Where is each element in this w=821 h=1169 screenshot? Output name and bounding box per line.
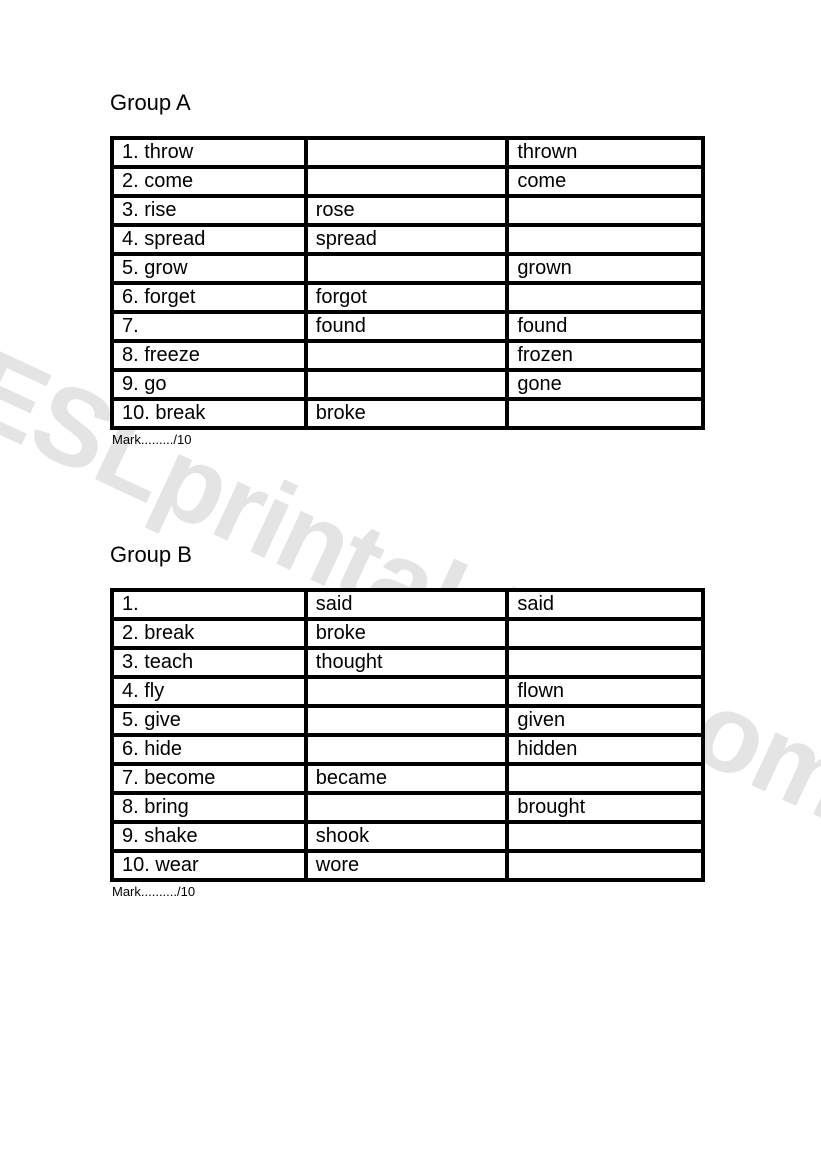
table-cell: gone bbox=[508, 371, 702, 398]
group-b-mark: Mark........../10 bbox=[110, 884, 716, 899]
table-cell: 1. bbox=[113, 591, 305, 618]
table-cell bbox=[307, 678, 507, 705]
table-cell: said bbox=[307, 591, 507, 618]
table-cell bbox=[508, 620, 702, 647]
table-cell bbox=[307, 736, 507, 763]
table-cell: given bbox=[508, 707, 702, 734]
table-cell bbox=[307, 168, 507, 195]
table-cell bbox=[307, 371, 507, 398]
table-cell: hidden bbox=[508, 736, 702, 763]
table-row: 8. bring brought bbox=[113, 794, 702, 821]
table-cell: 9. shake bbox=[113, 823, 305, 850]
table-cell bbox=[307, 342, 507, 369]
table-cell: found bbox=[307, 313, 507, 340]
table-cell bbox=[508, 400, 702, 427]
table-cell bbox=[307, 139, 507, 166]
page-content: Group A 1. throwthrown2. comecome3. rise… bbox=[0, 0, 821, 899]
table-cell bbox=[508, 852, 702, 879]
table-cell bbox=[307, 794, 507, 821]
table-cell: found bbox=[508, 313, 702, 340]
table-cell: 9. go bbox=[113, 371, 305, 398]
table-cell: frozen bbox=[508, 342, 702, 369]
group-a-title: Group A bbox=[110, 90, 716, 116]
table-row: 3. teachthought bbox=[113, 649, 702, 676]
table-row: 9. shakeshook bbox=[113, 823, 702, 850]
table-cell: thought bbox=[307, 649, 507, 676]
group-b-table: 1.saidsaid2. breakbroke3. teachthought4.… bbox=[110, 588, 705, 882]
table-row: 2. breakbroke bbox=[113, 620, 702, 647]
table-cell: brought bbox=[508, 794, 702, 821]
table-cell: 5. grow bbox=[113, 255, 305, 282]
table-cell: broke bbox=[307, 400, 507, 427]
group-spacer bbox=[110, 447, 716, 542]
table-cell: 3. teach bbox=[113, 649, 305, 676]
table-row: 10. wearwore bbox=[113, 852, 702, 879]
table-row: 6. forgetforgot bbox=[113, 284, 702, 311]
table-cell: 8. bring bbox=[113, 794, 305, 821]
table-row: 9. go gone bbox=[113, 371, 702, 398]
table-cell: 5. give bbox=[113, 707, 305, 734]
table-cell bbox=[508, 226, 702, 253]
table-cell: became bbox=[307, 765, 507, 792]
table-cell: 7. bbox=[113, 313, 305, 340]
table-row: 8. freeze frozen bbox=[113, 342, 702, 369]
group-a-mark: Mark........./10 bbox=[110, 432, 716, 447]
table-cell: 6. hide bbox=[113, 736, 305, 763]
table-row: 4. fly flown bbox=[113, 678, 702, 705]
table-cell bbox=[307, 707, 507, 734]
table-row: 7. becomebecame bbox=[113, 765, 702, 792]
table-row: 10. breakbroke bbox=[113, 400, 702, 427]
table-row: 6. hide hidden bbox=[113, 736, 702, 763]
table-cell: 1. throw bbox=[113, 139, 305, 166]
table-row: 5. give given bbox=[113, 707, 702, 734]
group-a-table: 1. throwthrown2. comecome3. riserose4. s… bbox=[110, 136, 705, 430]
table-cell: 4. fly bbox=[113, 678, 305, 705]
table-cell bbox=[508, 284, 702, 311]
table-row: 3. riserose bbox=[113, 197, 702, 224]
table-row: 5. grow grown bbox=[113, 255, 702, 282]
table-cell: forgot bbox=[307, 284, 507, 311]
table-cell: rose bbox=[307, 197, 507, 224]
table-cell bbox=[508, 765, 702, 792]
table-cell: spread bbox=[307, 226, 507, 253]
table-cell: 2. break bbox=[113, 620, 305, 647]
table-cell: shook bbox=[307, 823, 507, 850]
table-row: 4. spreadspread bbox=[113, 226, 702, 253]
table-cell: wore bbox=[307, 852, 507, 879]
group-b-title: Group B bbox=[110, 542, 716, 568]
table-row: 1. throw thrown bbox=[113, 139, 702, 166]
table-cell: 4. spread bbox=[113, 226, 305, 253]
table-cell: 2. come bbox=[113, 168, 305, 195]
table-cell: 10. break bbox=[113, 400, 305, 427]
table-cell bbox=[508, 649, 702, 676]
table-cell: said bbox=[508, 591, 702, 618]
table-cell: flown bbox=[508, 678, 702, 705]
table-cell bbox=[307, 255, 507, 282]
table-cell: 8. freeze bbox=[113, 342, 305, 369]
table-cell: 7. become bbox=[113, 765, 305, 792]
table-cell: 10. wear bbox=[113, 852, 305, 879]
table-row: 1.saidsaid bbox=[113, 591, 702, 618]
table-cell: thrown bbox=[508, 139, 702, 166]
table-cell: broke bbox=[307, 620, 507, 647]
table-cell bbox=[508, 823, 702, 850]
table-cell: grown bbox=[508, 255, 702, 282]
table-cell: come bbox=[508, 168, 702, 195]
table-row: 7.foundfound bbox=[113, 313, 702, 340]
table-cell bbox=[508, 197, 702, 224]
table-cell: 6. forget bbox=[113, 284, 305, 311]
table-cell: 3. rise bbox=[113, 197, 305, 224]
table-row: 2. come come bbox=[113, 168, 702, 195]
